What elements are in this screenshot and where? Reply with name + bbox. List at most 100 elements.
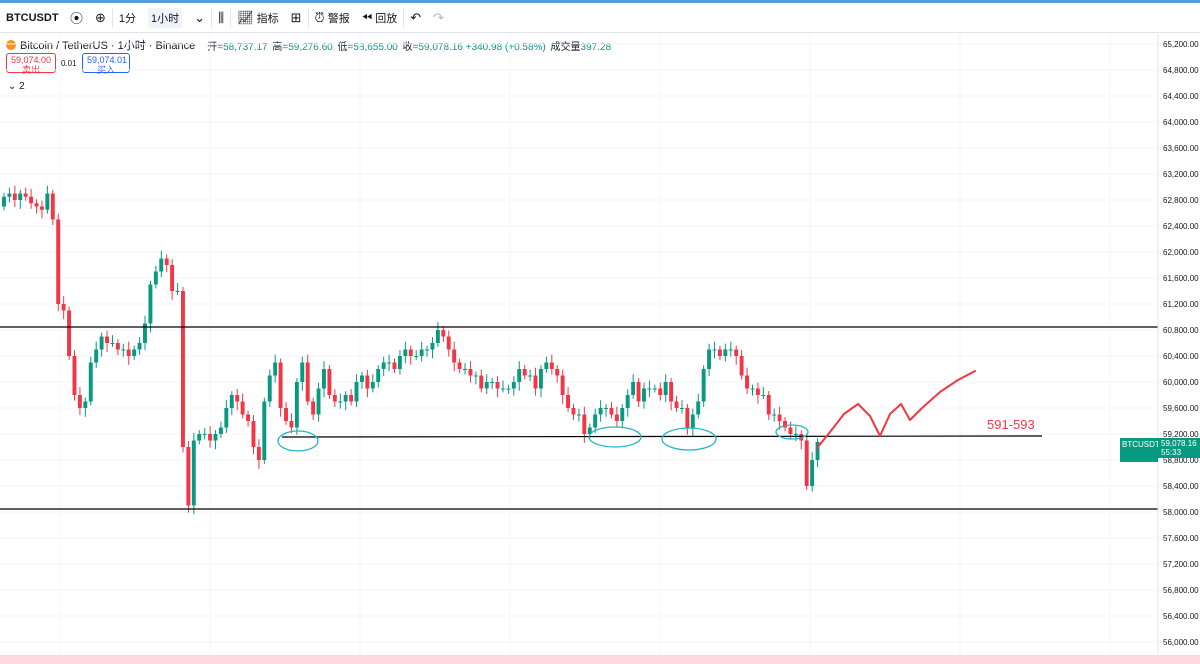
bitcoin-logo-icon <box>6 40 16 50</box>
interval-1m-button[interactable]: 1分 <box>118 12 137 25</box>
candle-body <box>566 395 571 408</box>
candle-body <box>538 369 543 389</box>
price-chart[interactable]: 591-593 65,200.00 64,800.00 64,400.00 64,00… <box>0 34 1200 655</box>
candle-body <box>278 362 283 408</box>
candle-body <box>772 414 777 416</box>
candle-body <box>240 401 245 415</box>
candle-body <box>88 362 93 402</box>
candle-body <box>463 369 467 370</box>
candle-body <box>598 408 603 415</box>
candlesticks <box>2 185 820 515</box>
candle-body <box>484 382 489 389</box>
candle-body <box>327 369 332 395</box>
candle-body <box>690 414 695 428</box>
alarm-icon: ⏰︎ <box>314 9 325 25</box>
symbol-search[interactable]: BTCUSDT <box>6 11 59 24</box>
candle-body <box>750 388 755 390</box>
candle-body <box>359 375 364 382</box>
sell-price: 59,074.00 <box>11 55 52 65</box>
support-circle <box>775 424 809 440</box>
candle-body <box>284 408 288 421</box>
candle-body <box>576 414 581 416</box>
last-price: 59,078.16 <box>1161 439 1197 448</box>
chevron-down-icon[interactable]: ⌄ <box>194 9 206 25</box>
annotation-label[interactable]: 591-593 <box>987 417 1035 432</box>
candle-body <box>669 382 674 402</box>
candle-body <box>652 388 657 390</box>
candle-body <box>815 441 820 460</box>
candle-body <box>739 356 744 376</box>
candle-type-icon[interactable]: ⫼ <box>218 9 225 25</box>
candle-body <box>45 193 50 210</box>
candle-body <box>72 356 77 395</box>
candle-body <box>148 284 153 324</box>
candle-body <box>387 362 392 364</box>
price-axis-label: 59,600.00 <box>1163 404 1199 413</box>
price-axis-label: 60,800.00 <box>1163 326 1199 335</box>
price-axis-label: 58,000.00 <box>1163 508 1199 517</box>
candle-body <box>132 349 137 356</box>
projected-path-drawing[interactable] <box>816 370 976 449</box>
price-axis[interactable]: 65,200.00 64,800.00 64,400.00 64,000.00 63,6… <box>1163 40 1199 647</box>
candle-body <box>446 336 451 350</box>
undo-icon[interactable]: ↶ <box>410 9 422 25</box>
candle-body <box>349 395 354 402</box>
compare-icon[interactable]: ⦿ <box>70 11 84 26</box>
candle-body <box>392 362 397 369</box>
candle-body <box>506 388 511 390</box>
price-axis-label: 63,200.00 <box>1163 170 1199 179</box>
candle-body <box>94 349 99 363</box>
candle-body <box>403 349 408 356</box>
candle-body <box>642 388 646 402</box>
indicators-button[interactable]: 📈︎ 指标 <box>237 9 279 25</box>
candle-body <box>332 395 337 402</box>
price-axis-label: 63,600.00 <box>1163 144 1199 153</box>
candle-body <box>197 434 202 441</box>
last-price-tag: 59,078.16 55:33 <box>1158 438 1200 458</box>
candle-body <box>170 265 175 291</box>
interval-1h-button[interactable]: 1小时 <box>142 3 188 32</box>
candle-body <box>500 388 505 390</box>
candle-body <box>604 408 608 409</box>
candle-body <box>77 395 82 408</box>
redo-icon[interactable]: ↷ <box>433 9 445 25</box>
candle-body <box>143 323 147 343</box>
candle-body <box>153 271 158 285</box>
candle-body <box>316 388 321 415</box>
candle-body <box>793 434 798 435</box>
candle-body <box>251 421 256 447</box>
candle-body <box>419 349 424 356</box>
candle-body <box>29 196 34 204</box>
candle-body <box>137 343 142 350</box>
candle-body <box>452 349 457 363</box>
candle-body <box>788 427 793 434</box>
candle-body <box>12 193 17 200</box>
layouts-icon[interactable]: ⊞ <box>290 9 302 25</box>
chart-title: Bitcoin / TetherUS · 1小时 · Binance <box>20 40 196 52</box>
candle-body <box>636 382 641 402</box>
candle-body <box>305 362 310 402</box>
price-axis-label: 61,200.00 <box>1163 300 1199 309</box>
replay-button[interactable]: ⏪︎ 回放 <box>361 9 398 25</box>
candle-body <box>121 349 126 351</box>
price-axis-label: 62,000.00 <box>1163 248 1199 257</box>
candle-body <box>186 447 191 506</box>
candle-body <box>528 375 533 377</box>
candle-body <box>311 401 316 415</box>
candle-body <box>717 349 722 356</box>
price-axis-label: 65,200.00 <box>1163 40 1199 49</box>
candle-body <box>229 395 234 408</box>
candle-body <box>712 349 717 351</box>
candle-body <box>435 330 440 343</box>
candle-body <box>370 382 375 389</box>
add-symbol-icon[interactable]: ⊕ <box>95 9 106 25</box>
candle-body <box>766 395 771 415</box>
candle-body <box>224 408 229 428</box>
alerts-button[interactable]: ⏰︎ 警报 <box>314 9 350 25</box>
candle-body <box>582 414 587 434</box>
window-top-border <box>0 0 1200 3</box>
price-axis-label: 60,400.00 <box>1163 352 1199 361</box>
indicator-collapse-toggle[interactable]: ⌄ 2 <box>8 81 25 92</box>
candle-body <box>609 408 614 415</box>
candle-body <box>262 401 267 460</box>
